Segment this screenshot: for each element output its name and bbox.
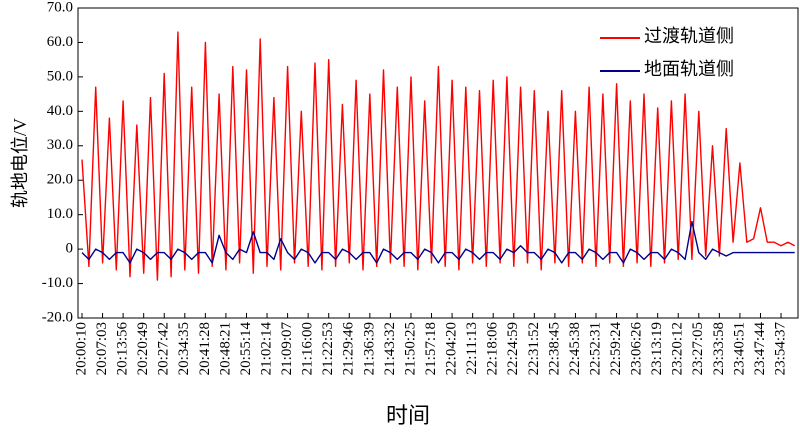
x-tick-label: 20:13:56 [115, 322, 131, 376]
x-tick-label: 22:11:13 [464, 322, 480, 375]
y-tick-label: 0 [66, 241, 74, 257]
y-tick-label: 40.0 [47, 103, 73, 119]
x-tick-label: 23:40:51 [731, 322, 747, 375]
x-tick-label: 20:00:10 [73, 322, 89, 375]
legend-label: 地面轨道侧 [644, 59, 734, 79]
y-axis-label: 轨地电位/V [10, 118, 30, 208]
legend-label: 过渡轨道侧 [644, 26, 734, 46]
x-tick-label: 21:22:53 [320, 322, 336, 375]
x-tick-label: 21:43:32 [382, 322, 398, 375]
x-tick-label: 20:34:35 [176, 322, 192, 375]
x-tick-label: 21:16:00 [300, 322, 316, 375]
x-tick-label: 23:54:37 [772, 322, 788, 376]
y-tick-label: 70.0 [47, 0, 73, 15]
x-tick-label: 20:55:14 [238, 322, 254, 376]
y-tick-label: 60.0 [47, 34, 73, 50]
x-tick-label: 21:36:39 [361, 322, 377, 375]
x-tick-label: 22:38:45 [546, 322, 562, 375]
x-tick-label: 22:24:59 [505, 322, 521, 375]
x-tick-label: 23:06:26 [629, 322, 645, 376]
plot-frame [77, 7, 799, 319]
series-line [81, 220, 795, 264]
x-tick-label: 20:41:28 [197, 322, 213, 375]
x-tick-label: 21:02:14 [258, 322, 274, 376]
x-tick-label: 22:45:38 [567, 322, 583, 375]
x-tick-label: 21:50:25 [402, 322, 418, 375]
y-tick-label: -20.0 [42, 309, 73, 325]
x-tick-label: 20:20:49 [135, 322, 151, 375]
x-tick-label: 23:20:12 [670, 322, 686, 375]
x-tick-label: 21:29:46 [341, 322, 357, 376]
x-tick-label: 21:09:07 [279, 322, 295, 376]
x-tick-label: 20:27:42 [156, 322, 172, 375]
x-tick-label: 22:04:20 [444, 322, 460, 375]
x-tick-label: 20:07:03 [94, 322, 110, 375]
y-tick-label: 20.0 [47, 172, 73, 188]
x-tick-label: 20:48:21 [217, 322, 233, 375]
x-tick-label: 21:57:18 [423, 322, 439, 375]
x-axis-label: 时间 [386, 403, 430, 428]
x-tick-label: 23:33:58 [711, 322, 727, 375]
series-line [81, 31, 796, 281]
x-tick-label: 23:27:05 [690, 322, 706, 375]
x-tick-label: 22:18:06 [485, 322, 501, 376]
x-tick-label: 22:31:52 [526, 322, 542, 375]
x-tick-label: 22:52:31 [587, 322, 603, 375]
x-tick-label: 23:47:44 [752, 322, 768, 376]
y-tick-label: 10.0 [47, 206, 73, 222]
x-tick-label: 22:59:24 [608, 322, 624, 376]
y-tick-label: -10.0 [42, 275, 73, 291]
x-tick-label: 23:13:19 [649, 322, 665, 375]
y-tick-label: 50.0 [47, 68, 73, 84]
y-tick-label: 30.0 [47, 137, 73, 153]
